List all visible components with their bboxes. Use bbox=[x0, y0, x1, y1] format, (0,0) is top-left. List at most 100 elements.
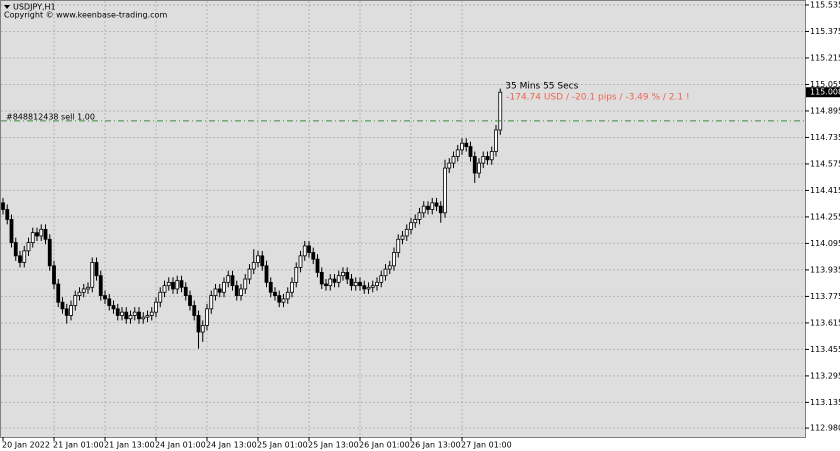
body bbox=[264, 265, 269, 283]
body bbox=[69, 305, 73, 316]
body bbox=[353, 281, 358, 287]
body bbox=[332, 278, 337, 283]
body bbox=[200, 324, 205, 333]
body bbox=[166, 281, 171, 287]
timer: 35 Mins 55 Secs bbox=[505, 82, 578, 92]
body bbox=[358, 281, 362, 287]
body bbox=[409, 222, 413, 230]
body bbox=[430, 202, 435, 210]
body bbox=[64, 308, 69, 316]
body bbox=[107, 298, 112, 306]
body bbox=[443, 167, 447, 214]
body bbox=[481, 156, 486, 164]
body bbox=[345, 272, 350, 280]
body bbox=[188, 295, 192, 306]
x-tick-label: 25 Jan 01:00 bbox=[257, 441, 308, 450]
dropdown-icon bbox=[4, 5, 10, 9]
price-label: 115.008 bbox=[810, 88, 840, 97]
body bbox=[294, 267, 299, 283]
body bbox=[404, 228, 409, 237]
y-tick-label: 115.055 bbox=[810, 80, 840, 89]
copyright: Copyright © www.keenbase-trading.com bbox=[4, 11, 167, 20]
body bbox=[260, 255, 265, 267]
y-tick-label: 113.615 bbox=[810, 318, 840, 327]
body bbox=[328, 278, 333, 287]
body bbox=[115, 308, 120, 316]
body bbox=[35, 232, 39, 237]
body bbox=[132, 311, 137, 316]
body bbox=[281, 298, 286, 303]
y-tick-label: 114.895 bbox=[810, 106, 840, 115]
body bbox=[128, 315, 133, 320]
body bbox=[171, 281, 175, 290]
body bbox=[277, 295, 282, 303]
body bbox=[370, 285, 375, 288]
body bbox=[438, 205, 443, 214]
x-tick-label: 25 Jan 13:00 bbox=[308, 441, 359, 450]
body bbox=[375, 281, 379, 287]
body bbox=[290, 281, 294, 293]
body bbox=[226, 275, 231, 283]
body bbox=[451, 156, 456, 164]
body bbox=[383, 268, 388, 277]
y-tick-label: 113.135 bbox=[810, 398, 840, 407]
body bbox=[498, 91, 503, 131]
body bbox=[417, 212, 422, 220]
body bbox=[73, 295, 78, 306]
body bbox=[90, 262, 95, 288]
body bbox=[39, 228, 44, 237]
body bbox=[120, 311, 124, 316]
body bbox=[47, 238, 52, 267]
body bbox=[103, 295, 107, 300]
body bbox=[285, 291, 290, 300]
body bbox=[145, 315, 150, 318]
body bbox=[400, 235, 405, 240]
body bbox=[256, 255, 260, 263]
body bbox=[336, 275, 341, 283]
body bbox=[307, 245, 311, 253]
x-tick-label: 24 Jan 01:00 bbox=[155, 441, 206, 450]
y-tick-label: 112.980 bbox=[810, 424, 840, 433]
body bbox=[315, 258, 320, 273]
body bbox=[52, 265, 56, 285]
body bbox=[22, 250, 27, 263]
body bbox=[477, 162, 481, 174]
y-tick-label: 113.455 bbox=[810, 345, 840, 354]
body bbox=[217, 288, 222, 293]
body bbox=[13, 242, 18, 257]
y-tick-label: 115.215 bbox=[810, 53, 840, 62]
body bbox=[413, 219, 418, 224]
body bbox=[196, 315, 201, 333]
y-tick-label: 115.535 bbox=[810, 0, 840, 9]
body bbox=[137, 311, 141, 320]
body bbox=[154, 301, 158, 313]
body bbox=[230, 275, 235, 287]
y-tick-label: 113.295 bbox=[810, 371, 840, 380]
body bbox=[366, 286, 371, 290]
body bbox=[426, 205, 430, 210]
x-tick-label: 24 Jan 13:00 bbox=[206, 441, 257, 450]
body bbox=[43, 228, 48, 240]
body bbox=[489, 151, 494, 161]
body bbox=[77, 291, 82, 296]
body bbox=[447, 162, 452, 169]
body bbox=[302, 245, 307, 257]
body bbox=[222, 281, 226, 293]
body bbox=[298, 255, 303, 268]
body bbox=[141, 316, 146, 320]
x-tick-label: 26 Jan 13:00 bbox=[410, 441, 461, 450]
body bbox=[472, 156, 477, 174]
body bbox=[349, 278, 354, 287]
y-tick-label: 113.775 bbox=[810, 292, 840, 301]
body bbox=[247, 268, 252, 280]
body bbox=[341, 272, 345, 277]
body bbox=[396, 238, 401, 253]
y-tick-label: 114.255 bbox=[810, 212, 840, 221]
body bbox=[175, 280, 180, 290]
body bbox=[455, 149, 460, 157]
body bbox=[60, 301, 65, 310]
body bbox=[234, 285, 239, 296]
body bbox=[192, 305, 197, 316]
body bbox=[162, 285, 167, 293]
body bbox=[205, 308, 209, 326]
